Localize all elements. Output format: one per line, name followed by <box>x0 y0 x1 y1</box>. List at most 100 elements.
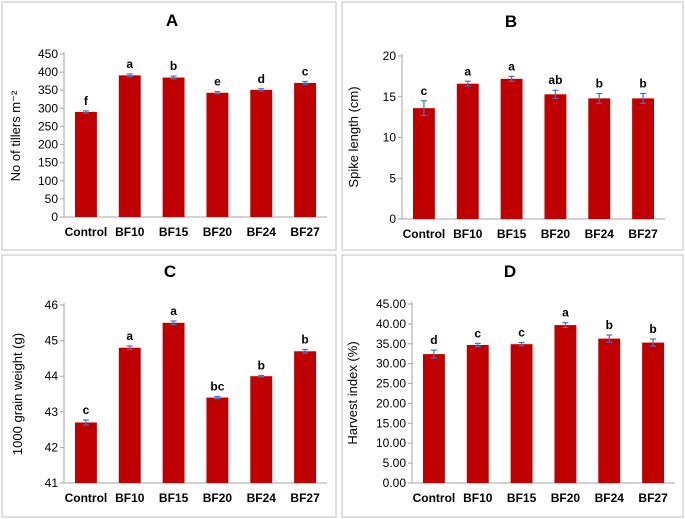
panel-d-xtick-label: BF10 <box>463 491 493 505</box>
panel-d-ytick-label: 25.00 <box>376 377 406 391</box>
panel-d-ytick-label: 10.00 <box>376 436 406 450</box>
panel-a-bar-bf20 <box>206 92 229 217</box>
panel-c-bar-bf27 <box>294 351 317 483</box>
panel-d-ytick-label: 45.00 <box>376 297 406 311</box>
panel-b-bar-bf20 <box>544 94 567 219</box>
panel-b-bar-bf27 <box>632 98 655 219</box>
panel-c-ytick-label: 45 <box>45 334 59 348</box>
panel-a-xtick-label: Control <box>65 225 108 239</box>
panel-c-sig-letter: b <box>258 358 265 372</box>
panel-a-ytick-label: 300 <box>38 101 58 115</box>
panel-a-xtick-label: BF24 <box>247 225 277 239</box>
panel-d-xtick-label: BF27 <box>638 491 668 505</box>
panel-c-ytick-label: 46 <box>45 298 59 312</box>
panel-a-ytick-label: 400 <box>38 65 58 79</box>
panel-c-xtick-label: BF15 <box>159 491 189 505</box>
panel-a-xtick-label: BF20 <box>203 225 233 239</box>
panel-d-bar-control <box>422 354 445 483</box>
panel-d-ytick-label: 40.00 <box>376 317 406 331</box>
panel-b-xtick-label: BF20 <box>541 227 571 241</box>
panel-d-bar-bf24 <box>598 338 621 483</box>
panel-d-sig-letter: d <box>430 333 437 347</box>
panel-c-sig-letter: a <box>170 304 177 318</box>
panel-a-bar-bf10 <box>118 75 141 217</box>
panel-c-sig-letter: bc <box>210 379 224 393</box>
panel-d-sig-letter: a <box>562 306 569 320</box>
panel-c-xtick-label: BF10 <box>115 491 145 505</box>
panel-c-xtick-label: BF27 <box>290 491 320 505</box>
panel-c-ytick-label: 44 <box>45 369 59 383</box>
panel-a-sig-letter: e <box>214 75 221 89</box>
panel-c-sig-letter: a <box>126 329 133 343</box>
panel-b-xtick-label: BF24 <box>585 227 615 241</box>
panel-a-ylabel: No of tillers m⁻² <box>8 90 23 181</box>
panel-c-xtick-label: BF24 <box>247 491 277 505</box>
panel-d-ylabel: Harvest index (%) <box>345 341 360 444</box>
panel-c-ytick-label: 43 <box>45 405 59 419</box>
panel-a-xtick-label: BF10 <box>115 225 145 239</box>
panel-c-bar-bf15 <box>162 322 185 483</box>
panel-a-xtick-label: BF15 <box>159 225 189 239</box>
panel-a-sig-letter: a <box>126 57 133 71</box>
panel-b-sig-letter: a <box>464 64 471 78</box>
panel-d-ytick-label: 5.00 <box>383 456 407 470</box>
panel-b-ylabel: Spike length (cm) <box>346 86 361 187</box>
panel-d-ytick-label: 15.00 <box>376 416 406 430</box>
panel-a-ytick-label: 450 <box>38 47 58 61</box>
panel-b-bar-bf10 <box>456 83 479 220</box>
panel-d-ytick-label: 0.00 <box>383 476 407 490</box>
panel-d-bar-bf10 <box>466 344 489 483</box>
panel-a-bar-bf27 <box>294 82 317 217</box>
panel-b-ytick-label: 5 <box>389 171 396 185</box>
panel-c-xtick-label: Control <box>65 491 108 505</box>
panel-d-sig-letter: c <box>474 326 481 340</box>
panel-a-ytick-label: 200 <box>38 138 58 152</box>
panel-b-title: B <box>505 12 517 31</box>
panel-d-ytick-label: 30.00 <box>376 357 406 371</box>
panel-b-ytick-label: 15 <box>383 90 397 104</box>
panel-a-bar-control <box>74 111 97 217</box>
panel-c: C 1000 grain weight (g) 41 42 43 44 45 46 c Contr… <box>1 254 337 518</box>
panel-c-sig-letter: b <box>301 333 308 347</box>
panel-b: B Spike length (cm) 0 5 10 15 20 c Control a BF10 a… <box>341 1 684 251</box>
panel-d-bar-bf27 <box>642 342 665 483</box>
panel-b-sig-letter: ab <box>548 73 562 87</box>
panel-a-ytick-label: 100 <box>38 174 58 188</box>
panel-a: A No of tillers m⁻² 0 50 100 150 200 250 300 350 4… <box>1 1 337 251</box>
panel-d-sig-letter: b <box>606 318 613 332</box>
panel-a-bar-bf24 <box>250 89 273 217</box>
panel-b-xtick-label: BF27 <box>628 227 658 241</box>
panel-d-ytick-label: 20.00 <box>376 396 406 410</box>
panel-d-xtick-label: BF15 <box>507 491 537 505</box>
panel-a-sig-letter: c <box>302 65 309 79</box>
panel-d-xtick-label: Control <box>413 491 456 505</box>
panel-d-sig-letter: b <box>649 322 656 336</box>
panel-b-bar-bf15 <box>500 78 523 219</box>
panel-a-title: A <box>166 11 178 30</box>
panel-b-bar-control <box>412 108 435 219</box>
panel-c-bar-bf10 <box>118 347 141 483</box>
panel-d-bar-bf20 <box>554 325 577 483</box>
panel-a-sig-letter: f <box>84 94 89 108</box>
panel-c-bar-bf24 <box>250 376 273 483</box>
panel-b-ytick-label: 10 <box>383 131 397 145</box>
panel-b-ytick-label: 0 <box>389 212 396 226</box>
panel-a-ytick-label: 0 <box>51 210 58 224</box>
panel-c-bar-bf20 <box>206 397 229 483</box>
panel-b-xtick-label: Control <box>403 227 446 241</box>
panel-b-bar-bf24 <box>588 98 611 219</box>
panel-a-ytick-label: 250 <box>38 119 58 133</box>
panel-b-xtick-label: BF15 <box>497 227 527 241</box>
panel-b-ytick-label: 20 <box>383 49 397 63</box>
panel-c-ytick-label: 41 <box>45 476 59 490</box>
panel-a-xtick-label: BF27 <box>290 225 320 239</box>
panel-c-sig-letter: c <box>83 403 90 417</box>
panel-d-sig-letter: c <box>518 326 525 340</box>
panel-d: D Harvest index (%) 0.00 5.00 10.00 15.00 20.0… <box>341 254 684 518</box>
panel-c-ylabel: 1000 grain weight (g) <box>10 333 25 455</box>
panel-d-bar-bf15 <box>510 344 533 483</box>
panel-c-ytick-label: 42 <box>45 440 59 454</box>
panel-a-ytick-label: 150 <box>38 156 58 170</box>
panel-c-bar-control <box>74 422 97 483</box>
